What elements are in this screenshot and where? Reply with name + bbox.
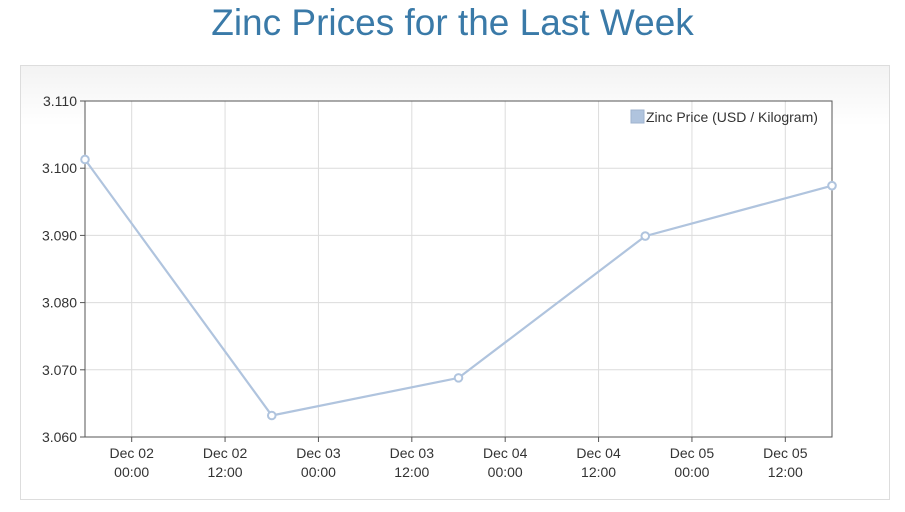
data-point — [640, 231, 651, 241]
y-tick-label: 3.100 — [42, 160, 77, 176]
x-tick-label-time: 00:00 — [114, 464, 149, 480]
x-tick-label-date: Dec 04 — [483, 445, 528, 461]
data-point — [266, 410, 277, 421]
data-point — [80, 154, 90, 165]
x-tick-label-time: 00:00 — [488, 464, 523, 480]
x-tick-label-time: 12:00 — [581, 464, 616, 480]
x-tick-label-time: 12:00 — [394, 464, 429, 480]
y-tick-label: 3.110 — [43, 93, 77, 109]
y-tick-label: 3.080 — [42, 295, 77, 311]
chart-panel: 3.060 3.070 3.080 3.090 3.100 3.110 Dec 02 00:0… — [20, 65, 890, 500]
data-point — [453, 373, 464, 383]
x-tick-label-date: Dec 04 — [576, 445, 621, 461]
x-tick-label-date: Dec 05 — [763, 445, 808, 461]
page-title: Zinc Prices for the Last Week — [211, 2, 694, 43]
x-tick-label-date: Dec 05 — [670, 445, 715, 461]
x-tick-label-date: Dec 03 — [296, 445, 341, 461]
x-tick-label-time: 00:00 — [674, 464, 709, 480]
y-tick-label: 3.090 — [42, 227, 77, 243]
line-chart: 3.060 3.070 3.080 3.090 3.100 3.110 Dec 02 00:0… — [42, 93, 837, 480]
y-tick-label: 3.070 — [42, 362, 77, 378]
x-tick-label-time: 00:00 — [301, 464, 336, 480]
plot-area — [85, 101, 832, 437]
legend-label: Zinc Price (USD / Kilogram) — [646, 109, 818, 125]
legend-swatch — [630, 109, 645, 124]
x-tick-label-time: 12:00 — [768, 464, 803, 480]
x-tick-label-date: Dec 03 — [390, 445, 435, 461]
x-tick-label-time: 12:00 — [208, 464, 243, 480]
y-tick-label: 3.060 — [42, 429, 77, 445]
x-tick-label-date: Dec 02 — [203, 445, 248, 461]
data-point — [827, 180, 837, 191]
x-tick-label-date: Dec 02 — [110, 445, 155, 461]
plot-border — [84, 100, 833, 438]
